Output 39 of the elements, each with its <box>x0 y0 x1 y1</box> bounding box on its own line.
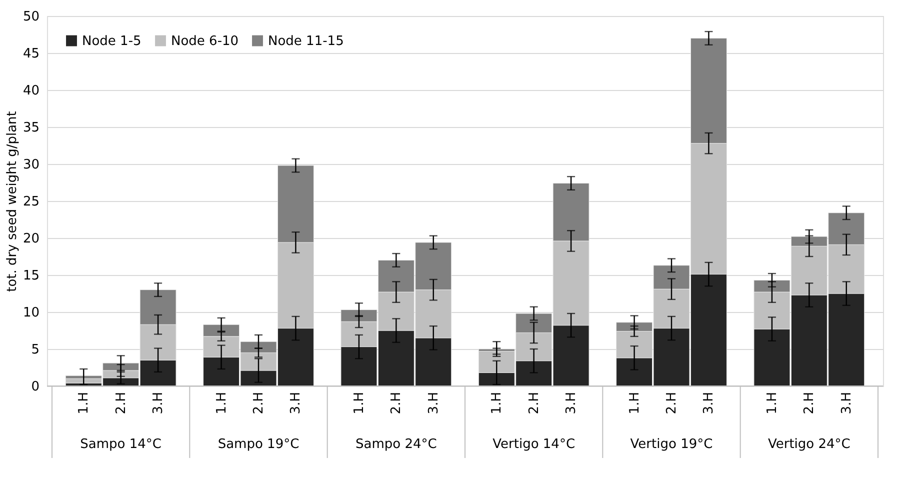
y-tick-label: 15 <box>22 268 40 284</box>
y-tick-label: 20 <box>22 232 40 246</box>
x-tick-label: 3.H <box>702 392 717 414</box>
y-tick-label: 25 <box>22 194 40 210</box>
text: Sampo 24°C <box>355 437 437 452</box>
x-tick-label: 1.H <box>76 392 92 414</box>
y-tick-label: 40 <box>22 84 40 98</box>
x-tick-label: 1.H <box>764 392 780 414</box>
legend-label: Node 11-15 <box>268 34 344 49</box>
x-tick-label: 1.H <box>214 392 230 414</box>
x-tick-label: 3.H <box>839 392 854 414</box>
x-tick-label: 1.H <box>627 392 642 414</box>
y-axis-title: tot. dry seed weight g/plant <box>4 111 20 292</box>
text: Vertigo 24°C <box>768 437 850 452</box>
x-tick-label: 1.H <box>490 392 505 414</box>
y-tick-label: 0 <box>31 380 40 394</box>
x-tick-label: 3.H <box>426 392 442 414</box>
x-tick-label: 2.H <box>664 392 680 414</box>
x-tick-label: 3.H <box>288 392 304 414</box>
text: Vertigo 14°C <box>492 437 576 452</box>
x-tick-label: 3.H <box>564 392 580 414</box>
y-tick-label: 5 <box>31 342 40 358</box>
y-tick-label: 30 <box>22 158 40 172</box>
x-tick-label: 2.H <box>252 392 266 414</box>
x-tick-label: 2.H <box>802 392 818 414</box>
text: Sampo 14°C <box>80 437 162 452</box>
legend-label: Node 6-10 <box>171 34 239 49</box>
y-tick-label: 10 <box>22 306 40 320</box>
x-tick-label: 2.H <box>526 392 542 414</box>
y-tick-label: 35 <box>22 120 40 136</box>
y-tick-label: 50 <box>22 10 40 24</box>
y-tick-label: 45 <box>22 46 40 62</box>
legend-label: Node 1-5 <box>82 34 142 49</box>
x-tick-label: 2.H <box>389 392 404 414</box>
text: Sampo 19°C <box>218 437 300 452</box>
x-tick-label: 3.H <box>151 392 166 414</box>
x-tick-label: 1.H <box>352 392 367 414</box>
x-tick-label: 2.H <box>114 392 129 414</box>
text: Vertigo 19°C <box>630 437 713 452</box>
